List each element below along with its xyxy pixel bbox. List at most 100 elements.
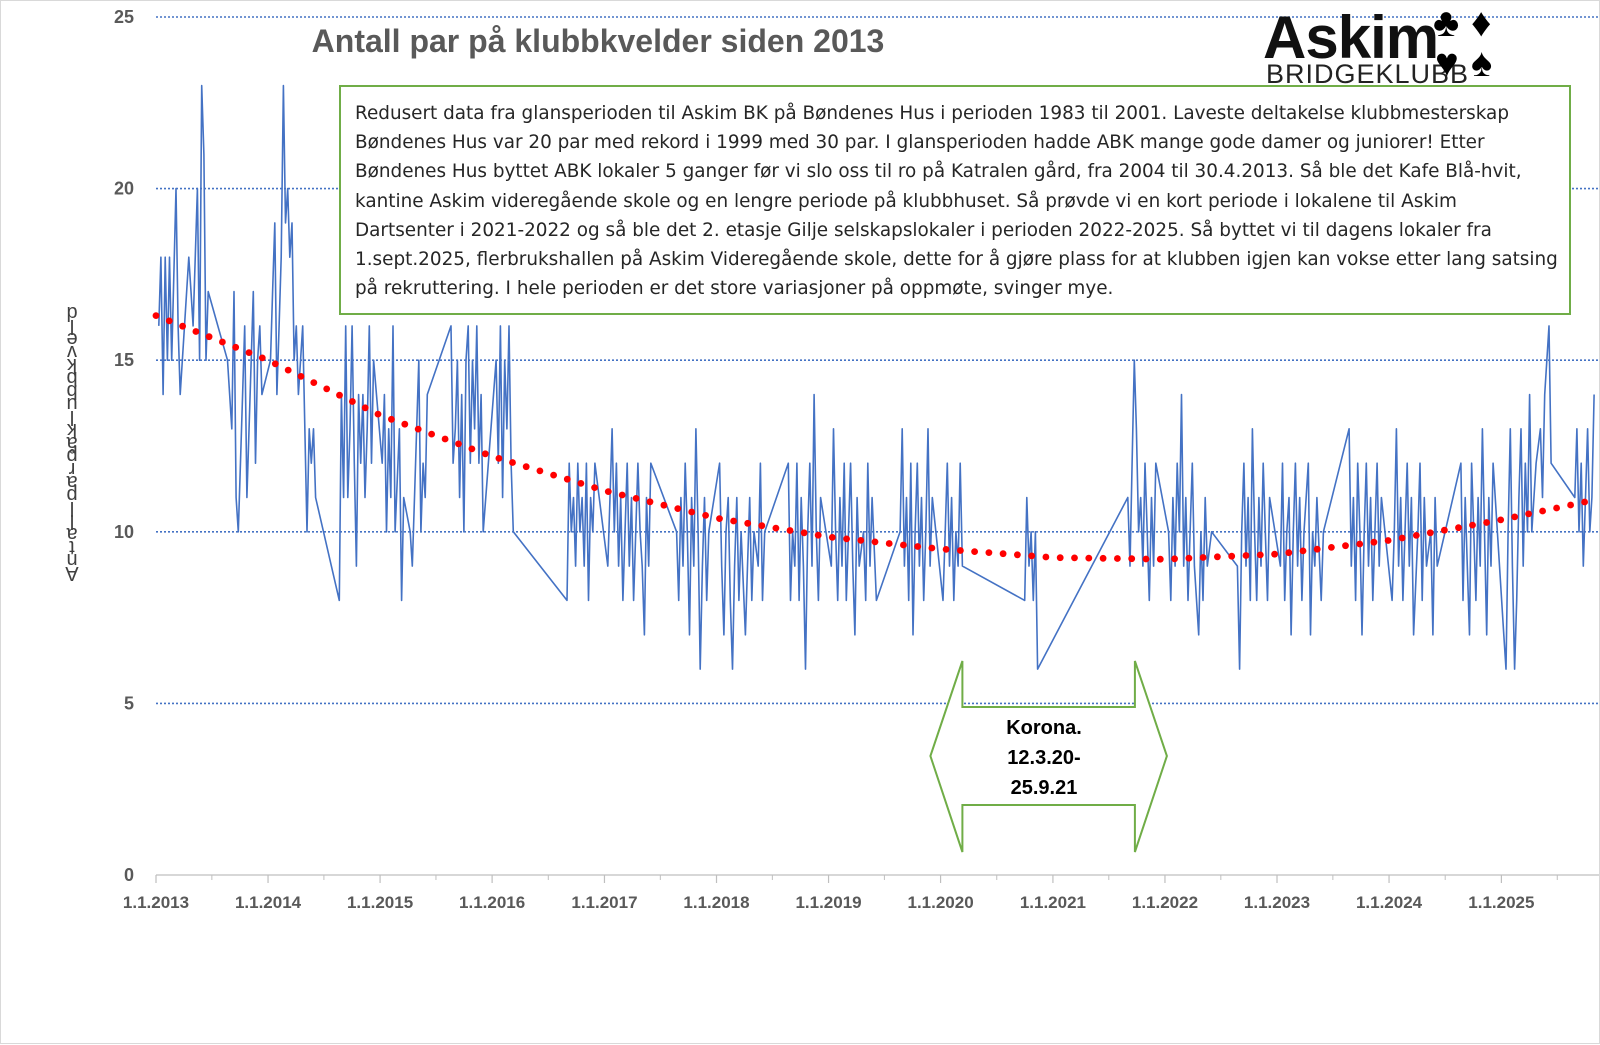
y-tick-label: 0 xyxy=(124,865,134,885)
x-tick-label: 1.1.2022 xyxy=(1132,893,1198,912)
trend-dot xyxy=(772,524,780,532)
trend-dot xyxy=(1056,554,1064,562)
logo-subtitle: BRIDGEKLUBB xyxy=(1266,59,1470,89)
trend-dot xyxy=(1214,553,1221,561)
trend-dot xyxy=(509,459,516,466)
trend-dot xyxy=(674,505,682,512)
x-tick-label: 1.1.2024 xyxy=(1356,893,1423,912)
trend-dot xyxy=(1185,554,1193,562)
trend-dot xyxy=(336,391,343,399)
heart-suit-icon: ♥ xyxy=(1435,41,1459,85)
trend-dot xyxy=(1398,534,1406,542)
trend-dot xyxy=(1342,542,1349,550)
trend-dot xyxy=(688,508,696,516)
y-tick-label: 10 xyxy=(114,522,134,542)
trend-dot xyxy=(468,445,476,453)
annotation-box: Redusert data fra glansperioden til Aski… xyxy=(339,85,1571,315)
trend-dot xyxy=(258,354,266,362)
korona-arrow xyxy=(929,660,1168,853)
trend-dot xyxy=(1525,510,1532,518)
trend-dot xyxy=(1370,538,1378,546)
logo-word: Askim xyxy=(1263,4,1439,71)
trend-dot xyxy=(730,517,737,525)
trend-dot xyxy=(591,484,598,491)
x-tick-label: 1.1.2019 xyxy=(795,893,861,912)
trend-dot xyxy=(1441,526,1448,534)
trend-dot xyxy=(1328,544,1335,551)
korona-line: 25.9.21 xyxy=(1010,777,1078,799)
x-tick-label: 1.1.2020 xyxy=(907,893,973,912)
annotation-text: Redusert data fra glansperioden til Aski… xyxy=(355,103,1558,300)
trend-dot xyxy=(716,515,723,522)
trend-dot xyxy=(455,440,462,448)
trend-dot xyxy=(192,328,200,335)
trend-dot xyxy=(857,537,865,544)
trend-dot xyxy=(618,491,626,499)
club-suit-icon: ♣ xyxy=(1433,1,1460,45)
korona-line: 12.3.20- xyxy=(1007,747,1081,769)
x-tick-label: 1.1.2018 xyxy=(683,893,749,912)
trend-dot xyxy=(1085,554,1093,562)
trend-dot xyxy=(604,488,612,495)
trend-dot xyxy=(1142,555,1150,563)
trend-dot xyxy=(1099,554,1107,562)
trend-dot xyxy=(632,495,640,502)
trend-dot xyxy=(219,338,226,346)
trend-dot xyxy=(1483,519,1490,526)
trend-dot xyxy=(1156,555,1164,563)
trend-dot xyxy=(1426,529,1434,537)
trend-dot xyxy=(1271,550,1278,558)
x-tick-label: 1.1.2023 xyxy=(1244,893,1310,912)
trend-dot xyxy=(1581,498,1588,506)
trend-dot xyxy=(165,317,173,325)
x-tick-label: 1.1.2016 xyxy=(459,893,525,912)
trend-dot xyxy=(297,373,305,380)
trend-dot xyxy=(1567,501,1574,509)
trend-dot xyxy=(1171,555,1178,563)
trend-dot xyxy=(1128,555,1136,563)
trend-dot xyxy=(1511,513,1519,521)
trend-dot xyxy=(758,522,766,530)
y-tick-label: 25 xyxy=(114,7,134,27)
trend-dot xyxy=(323,385,331,393)
trend-dot xyxy=(310,379,318,386)
x-tick-label: 1.1.2014 xyxy=(235,893,302,912)
spade-suit-icon: ♠ xyxy=(1471,41,1493,85)
trend-dot xyxy=(646,498,654,506)
diamond-suit-icon: ♦ xyxy=(1471,1,1492,45)
trend-dot xyxy=(414,425,422,433)
trend-dot xyxy=(702,512,709,519)
trend-dot xyxy=(1469,521,1476,529)
trend-dot xyxy=(441,435,449,443)
series-line xyxy=(158,84,1595,670)
trend-dot xyxy=(522,463,530,471)
trend-dot xyxy=(800,529,808,537)
trend-dot xyxy=(205,333,213,341)
y-tick-label: 15 xyxy=(114,350,134,370)
trend-dot xyxy=(1285,549,1293,557)
trend-dot xyxy=(152,312,160,319)
y-tick-label: 5 xyxy=(124,693,134,713)
trend-dot xyxy=(786,527,794,534)
trend-dot xyxy=(232,343,240,351)
trend-dot xyxy=(871,538,879,546)
trend-dot xyxy=(1114,555,1121,562)
trend-dot xyxy=(550,471,557,479)
trend-dot xyxy=(179,322,187,330)
trend-dot xyxy=(1028,552,1036,560)
trend-dot xyxy=(843,535,850,543)
trend-dot xyxy=(577,480,585,487)
trend-dot xyxy=(660,501,668,509)
trend-dot xyxy=(828,534,836,541)
x-tick-label: 1.1.2021 xyxy=(1020,893,1086,912)
trend-dot xyxy=(1384,537,1392,544)
trend-dot xyxy=(388,415,395,423)
x-tick-label: 1.1.2025 xyxy=(1468,893,1534,912)
trend-dot xyxy=(900,541,907,549)
trend-dot xyxy=(1014,551,1021,559)
trend-dot xyxy=(985,549,993,556)
trend-dot xyxy=(536,467,544,475)
